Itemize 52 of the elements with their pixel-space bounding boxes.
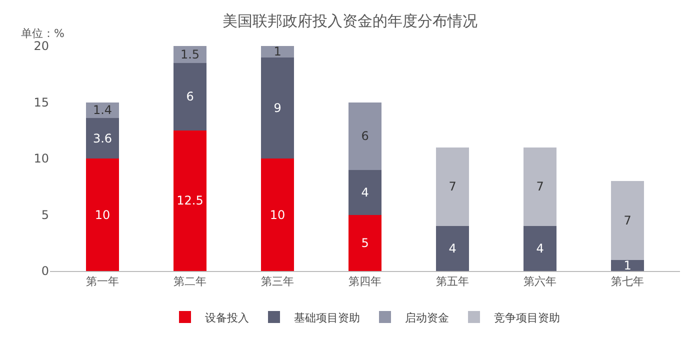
data-label: 1.4 — [92, 103, 112, 118]
legend-label: 启动资金 — [405, 311, 449, 324]
data-label: 12.5 — [176, 194, 204, 208]
chart-title: 美国联邦政府投入资金的年度分布情况 — [222, 12, 478, 30]
y-tick-label: 10 — [34, 152, 49, 166]
bar — [523, 226, 557, 271]
data-label: 6 — [361, 129, 369, 143]
data-label: 9 — [274, 100, 282, 115]
bar — [610, 260, 644, 271]
y-tick-label: 20 — [34, 39, 49, 54]
data-label: 6 — [186, 90, 194, 104]
y-tick-label: 5 — [41, 208, 49, 222]
data-label: 7 — [448, 180, 456, 194]
y-tick-label: 15 — [34, 95, 49, 110]
bar — [260, 57, 294, 158]
bar — [436, 226, 470, 271]
bar — [260, 46, 294, 58]
bar — [348, 102, 382, 170]
bar — [610, 181, 644, 260]
x-tick-label: 第六年 — [524, 275, 556, 288]
bar — [173, 62, 207, 130]
legend-label: 设备投入 — [205, 311, 249, 324]
legend-label: 基础项目资助 — [294, 311, 360, 324]
x-tick-label: 第一年 — [86, 275, 119, 288]
bar — [173, 130, 207, 271]
data-label: 4 — [448, 242, 456, 256]
data-label: 10 — [94, 208, 110, 222]
bar — [348, 214, 382, 271]
x-tick-label: 第五年 — [436, 275, 469, 288]
bar — [436, 147, 470, 226]
bar — [260, 158, 294, 271]
data-label: 1 — [624, 258, 632, 272]
y-tick-label: 0 — [41, 264, 49, 278]
y-axis-title: 单位：% — [21, 27, 64, 40]
bar — [348, 170, 382, 215]
x-tick-label: 第七年 — [611, 275, 644, 288]
x-tick-label: 第四年 — [348, 275, 382, 288]
data-label: 7 — [536, 180, 544, 194]
legend-label: 竞争项目资助 — [494, 311, 560, 324]
bar — [86, 118, 120, 158]
data-label: 7 — [624, 213, 632, 228]
data-label: 10 — [270, 208, 286, 222]
x-tick-label: 第二年 — [174, 275, 206, 288]
data-label: 4 — [361, 185, 369, 200]
bar — [86, 158, 120, 271]
x-tick-label: 第三年 — [261, 275, 294, 288]
data-label: 3.6 — [92, 131, 112, 146]
data-label: 1.5 — [180, 47, 200, 62]
data-label: 5 — [361, 236, 369, 250]
data-label: 4 — [536, 242, 544, 256]
data-label: 1 — [274, 44, 282, 59]
bar — [523, 147, 557, 226]
